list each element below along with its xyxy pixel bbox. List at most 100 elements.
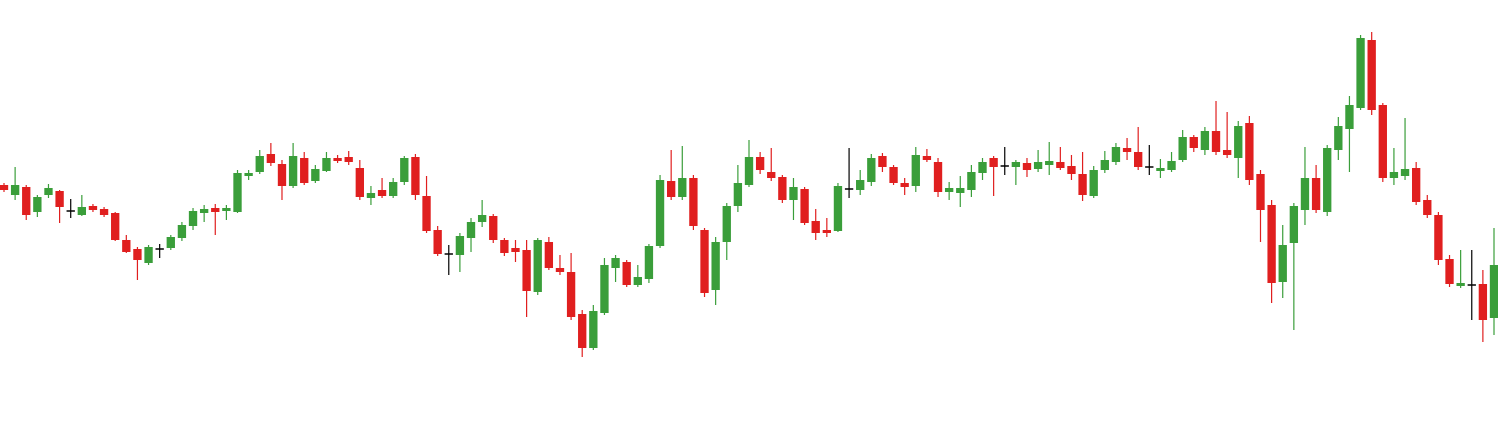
candle-body	[1089, 170, 1098, 196]
candle-body	[967, 172, 976, 190]
candle-body	[244, 173, 253, 176]
candle-body	[344, 157, 353, 162]
candle-body	[811, 221, 820, 233]
candle-body	[1289, 206, 1299, 243]
candle-body	[1067, 166, 1076, 174]
candle-body	[211, 208, 220, 212]
candle-body	[1100, 160, 1109, 170]
candle-body	[555, 268, 565, 272]
candle-body	[288, 156, 298, 186]
candle-body	[0, 185, 9, 190]
candle-body	[778, 177, 787, 200]
candle-body	[33, 197, 42, 212]
candle-body	[856, 180, 865, 190]
candle-body	[1056, 162, 1065, 168]
candle-body	[1323, 148, 1332, 212]
candle-body	[867, 158, 876, 182]
candle-body	[1122, 148, 1132, 152]
candle-body	[400, 158, 409, 182]
candle-body	[633, 277, 642, 285]
candle-body	[533, 240, 542, 292]
candle-body	[166, 237, 175, 248]
candle-body	[1445, 259, 1454, 284]
candle-body	[1367, 40, 1376, 110]
candle-body	[500, 240, 509, 253]
candle-body	[199, 209, 209, 213]
candle-body	[1134, 152, 1143, 167]
candle-body	[1178, 137, 1187, 160]
candle-body	[255, 156, 264, 172]
candle-body	[477, 215, 487, 222]
candle-body	[1456, 283, 1465, 286]
candle-body	[611, 258, 620, 268]
candle-body	[1189, 137, 1198, 148]
candle-body	[1167, 161, 1176, 170]
candle-body	[889, 167, 898, 183]
candle-body	[800, 189, 809, 223]
candle-body	[1356, 38, 1365, 108]
candle-body	[1022, 163, 1032, 170]
candle-body	[322, 158, 331, 171]
candle-body	[1345, 105, 1354, 129]
candle-body	[922, 156, 932, 160]
candle-body	[1278, 245, 1287, 282]
candle-body	[1400, 169, 1410, 176]
candle-body	[978, 162, 987, 173]
candle-body	[511, 248, 520, 252]
candle-body	[655, 180, 665, 246]
candle-body	[389, 182, 398, 196]
candle-body	[833, 186, 843, 231]
candle-body	[1211, 131, 1221, 152]
candle-body	[1300, 178, 1310, 210]
candle-body	[700, 230, 709, 293]
candle-body	[878, 156, 887, 167]
candle-body	[1078, 174, 1087, 195]
candle-body	[1267, 205, 1276, 283]
candle-body	[1334, 126, 1343, 150]
candle-body	[44, 188, 53, 195]
candle-body	[489, 216, 498, 240]
candle-body	[144, 247, 153, 263]
candle-body	[188, 211, 198, 226]
candle-body	[455, 236, 465, 255]
candle-body	[956, 188, 965, 193]
candle-body	[733, 183, 743, 206]
candle-body	[911, 155, 920, 186]
candle-body	[1156, 168, 1165, 171]
candle-body	[767, 172, 776, 178]
candle-body	[266, 154, 276, 163]
candle-body	[10, 185, 20, 195]
candle-body	[111, 213, 120, 240]
candle-body	[600, 265, 609, 313]
candle-body	[1423, 200, 1432, 215]
candle-body	[933, 162, 943, 192]
candle-body	[666, 181, 676, 197]
candle-body	[88, 206, 98, 210]
candle-body	[578, 314, 587, 348]
candle-body	[222, 208, 231, 211]
candle-body	[622, 262, 631, 285]
candle-body	[333, 158, 342, 161]
candle-body	[300, 158, 309, 183]
candle-body	[377, 190, 387, 196]
candle-body	[900, 183, 909, 187]
candle-body	[1256, 174, 1265, 210]
candle-body	[1011, 162, 1021, 167]
candle-body	[944, 188, 954, 192]
candle-body	[411, 157, 420, 195]
candle-body	[355, 168, 364, 197]
candle-body	[433, 230, 442, 254]
candle-body	[589, 311, 598, 348]
candle-body	[522, 250, 531, 291]
candle-body	[1045, 161, 1054, 165]
candle-body	[544, 242, 554, 268]
candle-body	[822, 230, 832, 233]
candle-body	[277, 164, 287, 186]
candle-body	[133, 249, 142, 260]
candle-body	[989, 158, 998, 167]
candle-body	[1234, 126, 1243, 158]
candle-body	[1245, 123, 1254, 180]
candle-body	[711, 242, 720, 290]
candle-body	[1311, 178, 1321, 210]
